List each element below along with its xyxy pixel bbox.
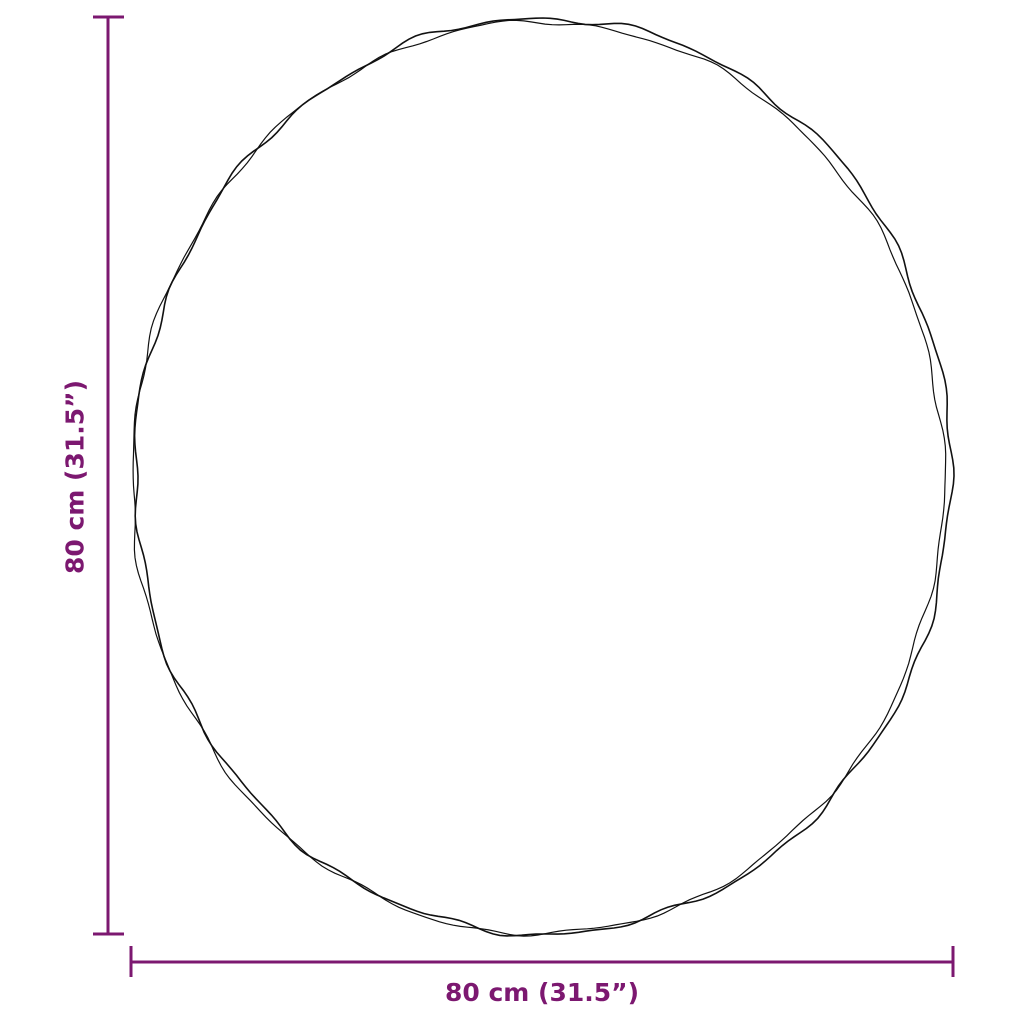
width-label: 80 cm (31.5”) bbox=[444, 978, 640, 1007]
height-label: 80 cm (31.5”) bbox=[60, 379, 90, 575]
height-dimension-line bbox=[93, 15, 124, 936]
mirror-edge-outline bbox=[132, 19, 947, 937]
width-dimension-line bbox=[129, 946, 955, 977]
round-mirror-outline bbox=[133, 17, 955, 937]
